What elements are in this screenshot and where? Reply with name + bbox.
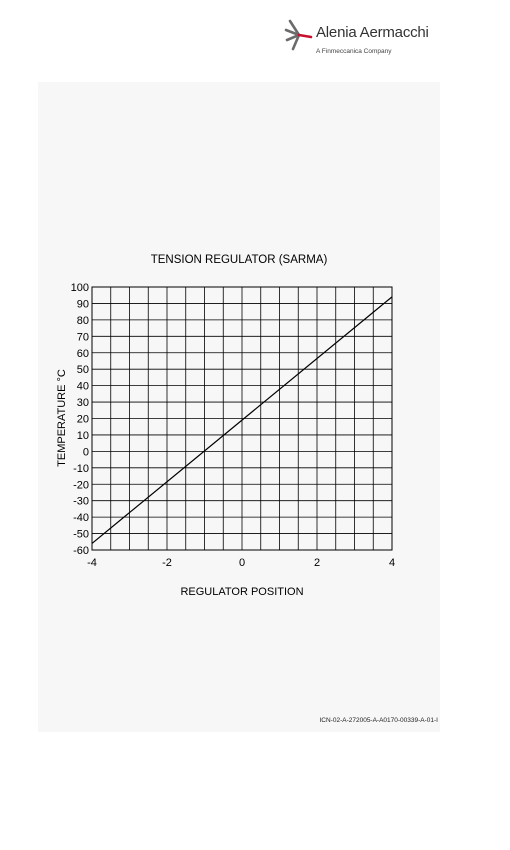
y-tick-label: -30 xyxy=(73,496,89,508)
y-tick-label: 0 xyxy=(83,446,89,458)
y-tick-label: -40 xyxy=(73,512,89,524)
y-tick-label: 80 xyxy=(77,315,89,327)
y-tick-label: 60 xyxy=(77,348,89,360)
x-axis-label: REGULATOR POSITION xyxy=(180,586,304,598)
chart-grid xyxy=(91,286,393,551)
y-tick-label: 70 xyxy=(77,331,89,343)
y-tick-label: -50 xyxy=(73,529,89,541)
y-axis-label: TEMPERATURE °C xyxy=(56,369,68,467)
y-tick-label: 50 xyxy=(77,364,89,376)
chart-title: TENSION REGULATOR (SARMA) xyxy=(150,254,328,266)
y-tick-label: 10 xyxy=(77,430,89,442)
y-tick-label: 100 xyxy=(71,282,89,294)
chart-tick-labels: -60-50-40-30-20-100102030405060708090100… xyxy=(71,282,395,569)
x-tick-label: 4 xyxy=(389,557,395,569)
x-tick-label: -4 xyxy=(87,557,97,569)
document-reference: ICN-02-A-272005-A-A0170-00339-A-01-I xyxy=(319,717,438,724)
x-tick-label: 2 xyxy=(314,557,320,569)
x-tick-label: 0 xyxy=(239,557,245,569)
y-tick-label: -10 xyxy=(73,463,89,475)
star-burst-icon xyxy=(284,19,313,51)
plot-frame xyxy=(91,286,393,551)
company-name: Alenia Aermacchi xyxy=(316,24,429,41)
y-tick-label: 30 xyxy=(77,397,89,409)
y-tick-label: -20 xyxy=(73,479,89,491)
y-tick-label: 20 xyxy=(77,414,89,426)
y-tick-label: 40 xyxy=(77,381,89,393)
y-tick-label: 90 xyxy=(77,298,89,310)
chart-series xyxy=(91,296,393,544)
y-tick-label: -60 xyxy=(73,545,89,557)
series-line xyxy=(91,296,393,544)
x-tick-label: -2 xyxy=(162,557,172,569)
company-subtitle: A Finmeccanica Company xyxy=(316,48,392,55)
company-logo: Alenia Aermacchi A Finmeccanica Company xyxy=(284,16,434,62)
